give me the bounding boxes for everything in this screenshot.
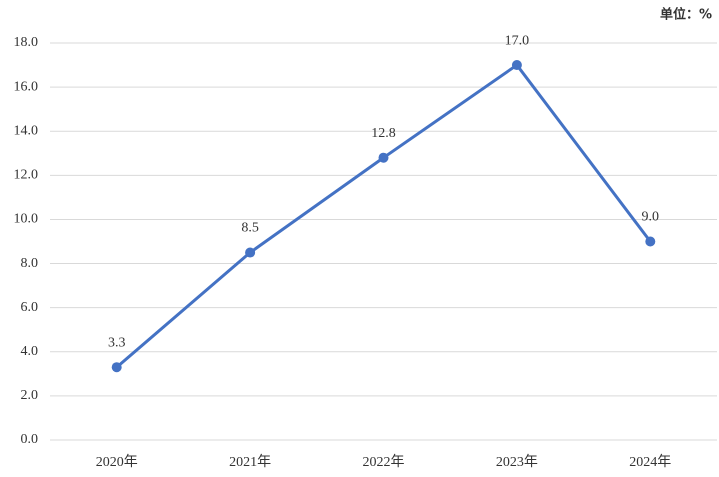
- point: [111, 362, 122, 373]
- value-label: 17.0: [505, 33, 530, 48]
- unit-label: 单位：%: [660, 7, 712, 23]
- y-tick-label: 8.0: [21, 256, 39, 271]
- point: [378, 152, 389, 163]
- y-tick-label: 16.0: [14, 79, 39, 94]
- value-label: 8.5: [241, 221, 259, 236]
- value-label: 3.3: [108, 335, 126, 350]
- y-tick-label: 12.0: [14, 168, 39, 183]
- x-tick-label: 2022年: [363, 454, 405, 470]
- y-tick-label: 2.0: [21, 388, 39, 403]
- y-tick-label: 4.0: [21, 344, 39, 359]
- y-tick-label: 6.0: [21, 300, 39, 315]
- value-label: 12.8: [371, 126, 396, 141]
- x-tick-label: 2024年: [629, 454, 671, 470]
- point: [645, 236, 656, 247]
- x-tick-label: 2020年: [96, 454, 138, 470]
- y-tick-label: 14.0: [14, 123, 39, 138]
- x-tick-label: 2023年: [496, 454, 538, 470]
- y-tick-label: 18.0: [14, 35, 39, 50]
- point: [245, 247, 256, 258]
- value-label: 9.0: [642, 210, 660, 225]
- y-tick-label: 0.0: [21, 432, 39, 447]
- point: [511, 60, 522, 71]
- line: [115, 63, 652, 369]
- y-tick-label: 10.0: [14, 212, 39, 227]
- x-tick-label: 2021年: [229, 454, 271, 470]
